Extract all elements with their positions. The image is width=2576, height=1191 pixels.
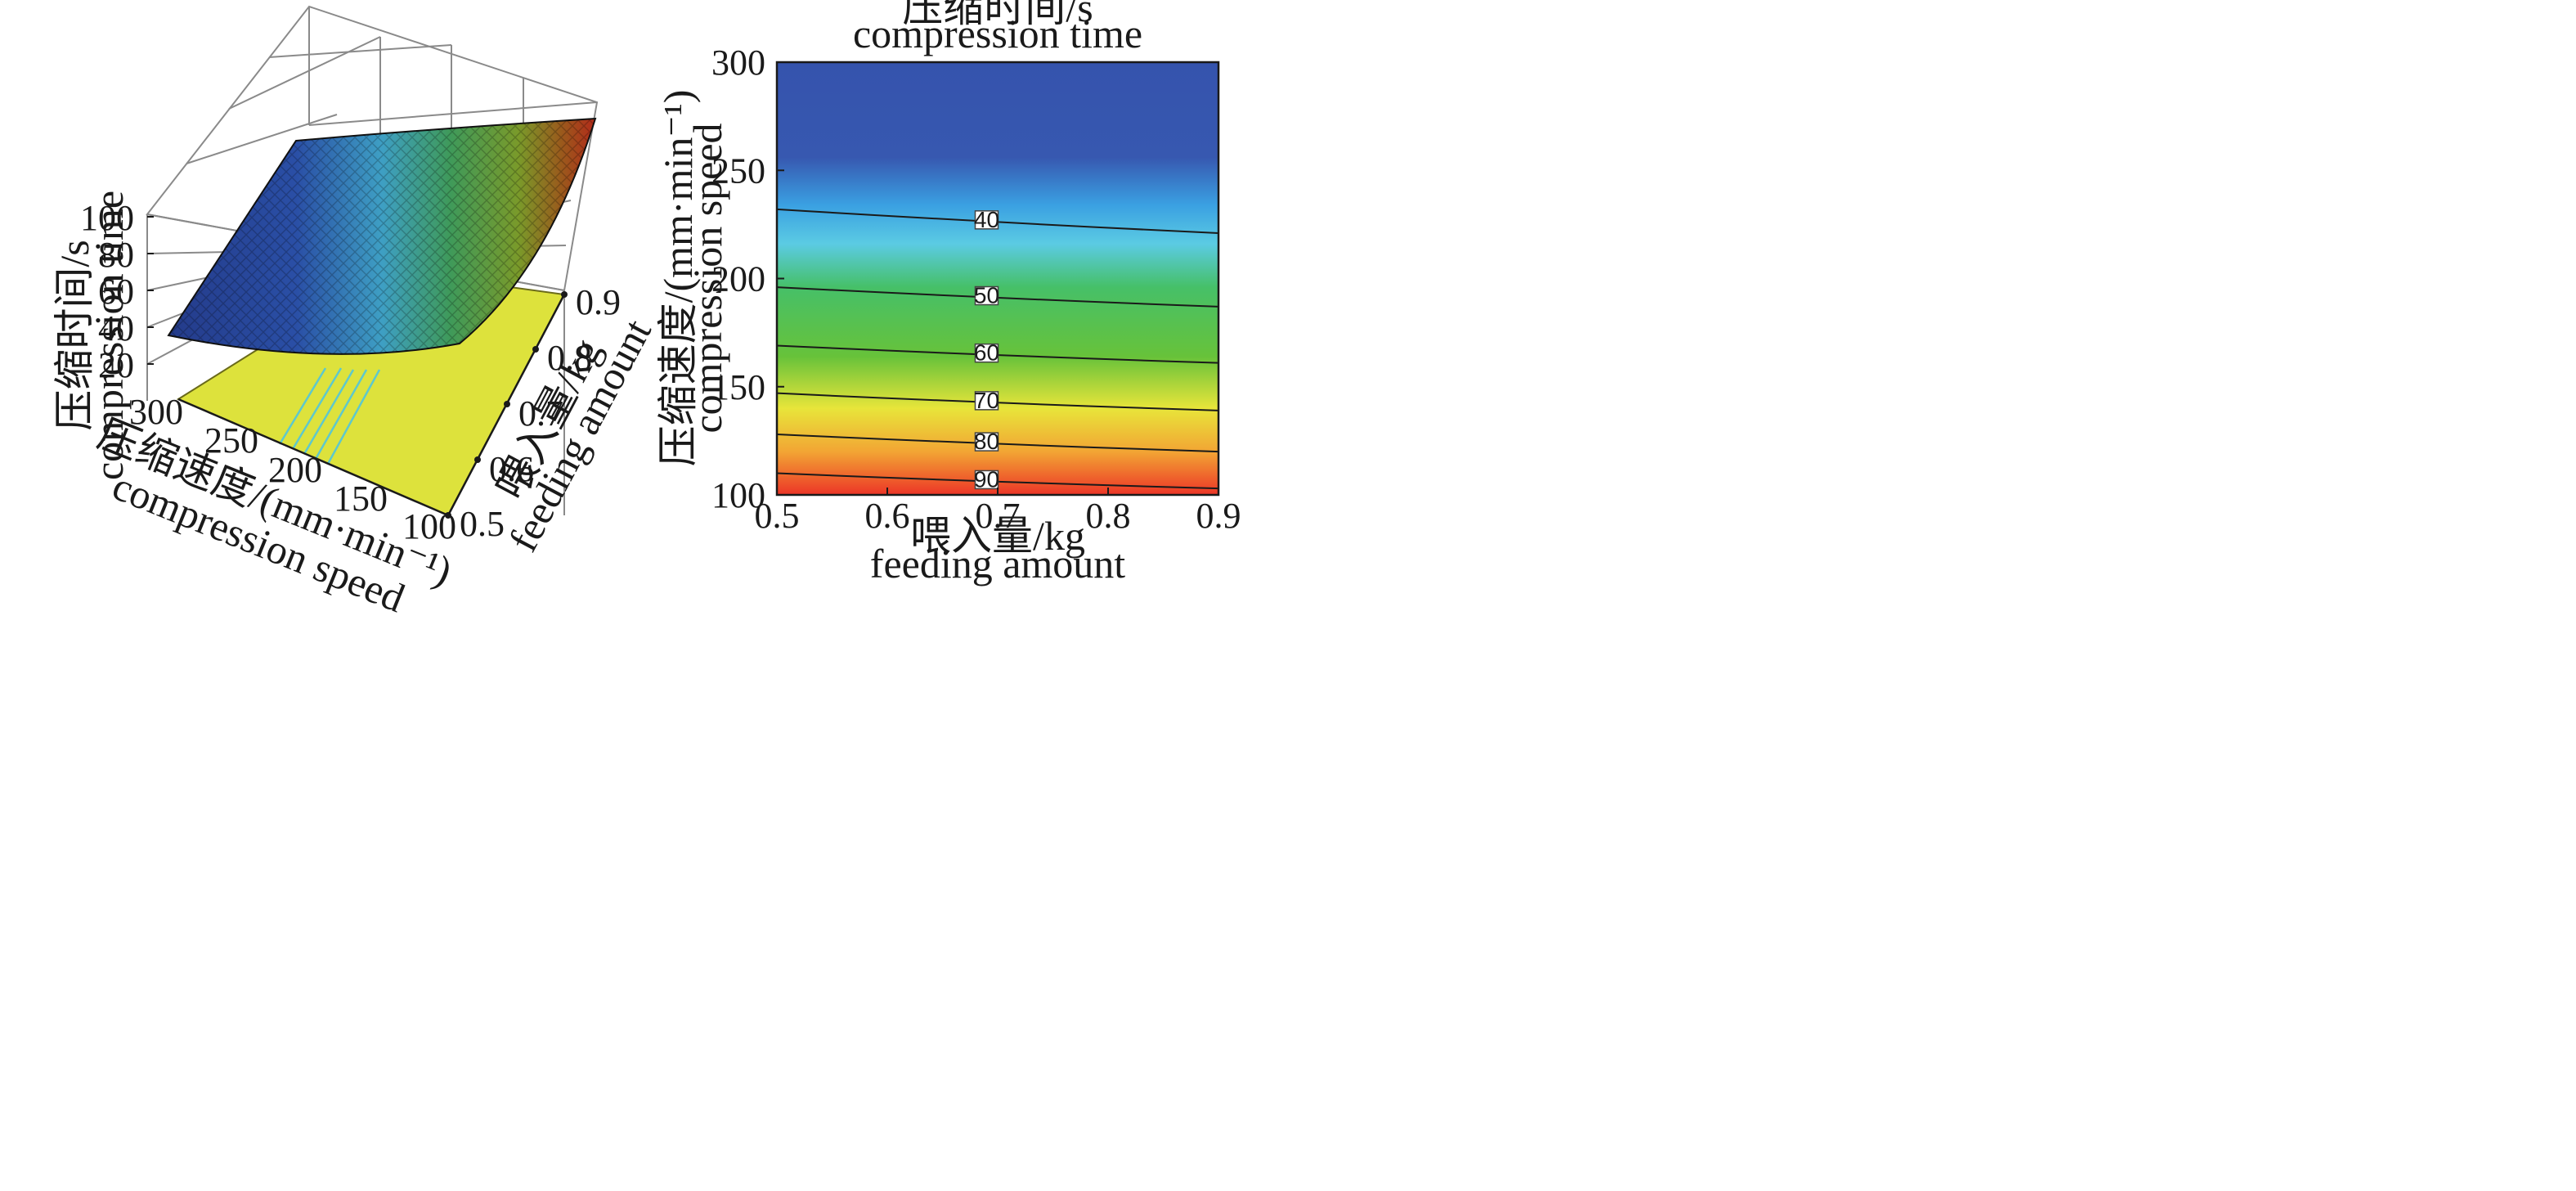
x-tick-label: 0.8 <box>1086 496 1131 536</box>
y-tick-label: 150 <box>711 367 765 407</box>
x-tick-label: 0.9 <box>1196 496 1241 536</box>
x-tick-label: 0.5 <box>755 496 800 536</box>
contour-x-ticks: 0.5 0.6 0.7 0.8 0.9 <box>755 488 1241 536</box>
y-tick-labels: 0.5 0.6 0.7 0.8 0.9 <box>460 282 621 544</box>
x-tick-label: 0.6 <box>865 496 910 536</box>
contour-title-en: compression time <box>853 11 1142 56</box>
z-tick-marks <box>147 216 154 365</box>
y-tick-label: 250 <box>711 151 765 191</box>
x-tick-label: 150 <box>334 479 388 519</box>
contour-title-zh: 压缩时间/s <box>902 0 1093 30</box>
z-tick-label: 20 <box>98 345 134 385</box>
contour-y-ticks: 100 150 200 250 300 <box>711 43 784 515</box>
z-tick-label: 40 <box>98 308 134 348</box>
contour-label-box <box>974 343 999 363</box>
contour-labels: 40 50 60 70 80 90 <box>974 207 999 492</box>
contour-label: 50 <box>974 283 999 308</box>
contour-label-box <box>974 391 999 411</box>
z-tick-label: 80 <box>98 235 134 275</box>
contour-ylabel-en: compression speed <box>684 123 730 433</box>
z-tick-labels: 100 80 60 40 20 <box>80 198 134 385</box>
y-tick-label: 0.9 <box>576 282 621 322</box>
y-tick-dot <box>445 512 451 519</box>
y-tick-dot <box>532 346 539 353</box>
contour-label-box <box>974 470 999 490</box>
x-tick-label: 0.7 <box>976 496 1021 536</box>
grid-line <box>308 101 598 126</box>
floor-contour-line <box>303 369 355 455</box>
floor-contour-line <box>291 367 343 450</box>
contour-label: 70 <box>974 388 999 413</box>
contour-label: 90 <box>974 466 999 492</box>
y-tick-dot <box>474 456 481 463</box>
x-tick-labels: 300 250 200 150 100 <box>129 392 456 546</box>
contour-label-box <box>974 210 999 230</box>
grid-line <box>228 36 381 110</box>
y-tick-label: 0.8 <box>547 338 592 378</box>
grid-line <box>186 114 338 164</box>
z-axis-title-en: compression time <box>86 191 132 480</box>
contour-label-box <box>974 285 999 306</box>
y-tick-label: 0.5 <box>460 504 505 544</box>
contour-xlabel-en: feeding amount <box>870 541 1126 587</box>
contour-ylabel-zh: 压缩速度/(mm·min⁻¹) <box>655 90 701 467</box>
contour-label: 60 <box>974 340 999 366</box>
x-tick-label: 300 <box>129 392 183 432</box>
z-axis-title-zh: 压缩时间/s <box>52 240 97 430</box>
contour-xlabel-zh: 喂入量/kg <box>910 513 1085 559</box>
z-tick-label: 60 <box>98 272 134 312</box>
y-tick-dots <box>445 291 568 519</box>
floor-contour-line <box>314 369 368 460</box>
y-tick-label: 100 <box>711 475 765 515</box>
y-tick-label: 0.6 <box>489 449 534 489</box>
x-tick-label: 200 <box>268 450 322 490</box>
y-tick-dot <box>561 291 568 298</box>
y-tick-dot <box>504 401 510 407</box>
floor-contours <box>278 367 381 465</box>
z-axis-title: 压缩时间/s compression time <box>52 191 132 480</box>
floor-contour-line <box>326 369 381 465</box>
grid-line <box>268 44 452 58</box>
y-tick-label: 200 <box>711 259 765 299</box>
contour-label: 80 <box>974 429 999 454</box>
contour-fill <box>775 61 1220 497</box>
x-axis-line <box>177 398 449 517</box>
contour-label: 40 <box>974 207 999 232</box>
contour-label-box <box>974 432 999 452</box>
z-tick-label: 100 <box>80 198 134 238</box>
x-tick-label: 250 <box>204 420 258 461</box>
surface-plot: 100 80 60 40 20 300 250 200 150 100 0.5 … <box>52 5 660 621</box>
y-tick-label: 300 <box>711 43 765 83</box>
response-surface-mesh <box>168 119 595 354</box>
y-tick-label: 0.7 <box>518 393 563 434</box>
contour-plot: 压缩时间/s compression time 40 50 60 70 80 90 0.5… <box>655 0 1241 587</box>
floor-contour-line <box>278 367 327 445</box>
